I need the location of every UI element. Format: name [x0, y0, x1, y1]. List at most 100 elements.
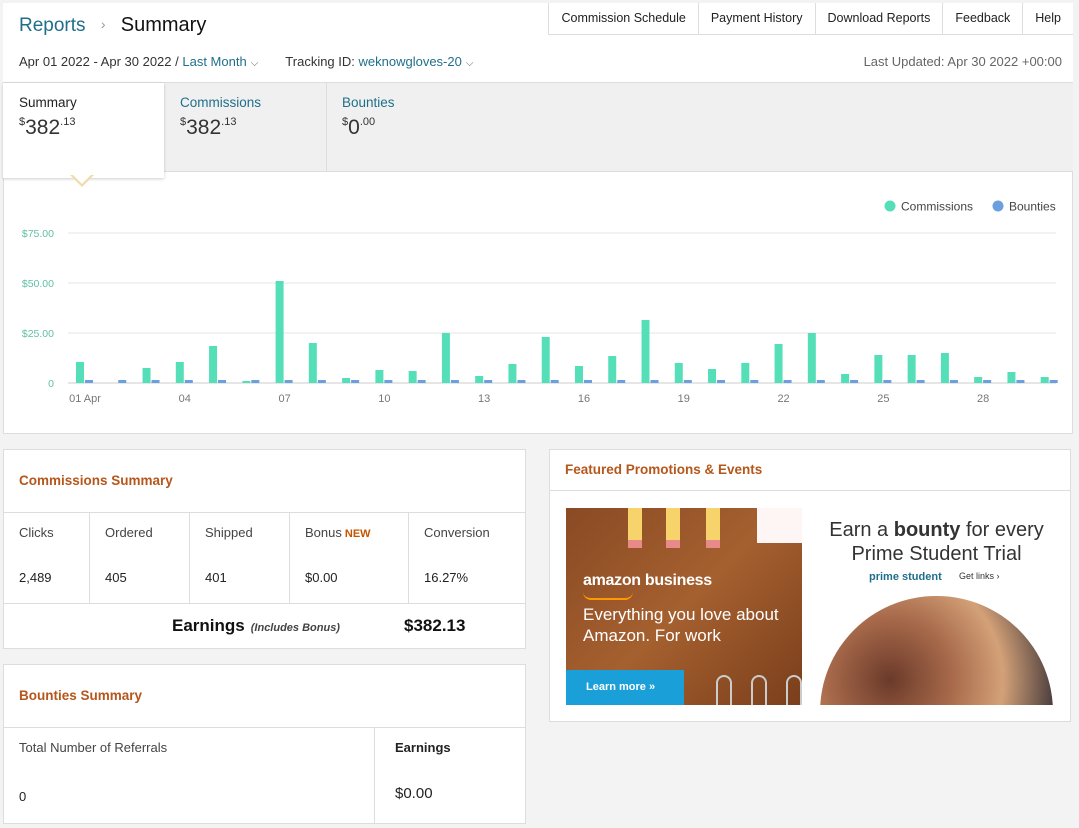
- nav-help[interactable]: Help: [1035, 11, 1061, 25]
- bounties-bar: [484, 380, 493, 383]
- metric-value: 405: [105, 570, 127, 585]
- tracking-id-value: weknowgloves-20: [358, 54, 462, 69]
- tracking-id-label: Tracking ID:: [285, 54, 355, 69]
- prime-student-banner[interactable]: Earn a bounty for every Prime Student Tr…: [818, 508, 1055, 705]
- bounties-bar: [317, 380, 326, 383]
- commissions-bar: [574, 366, 583, 383]
- commissions-bar: [441, 333, 450, 383]
- x-tick-label: 07: [278, 393, 290, 405]
- pencil-icon: [628, 508, 642, 548]
- bounties-summary-title: Bounties Summary: [4, 665, 525, 728]
- bounties-bar: [617, 380, 626, 383]
- amazon-business-logo: amazon business: [583, 572, 712, 589]
- y-tick-label: $25.00: [22, 328, 54, 340]
- tab-commissions-amount: $382.13: [180, 116, 237, 139]
- commissions-bar: [541, 337, 550, 383]
- nav-feedback[interactable]: Feedback: [943, 3, 1024, 34]
- x-tick-label: 22: [777, 393, 789, 405]
- x-tick-label: 01 Apr: [69, 393, 101, 405]
- commissions-summary-card: Commissions Summary Clicks 2,489 Ordered…: [3, 449, 526, 649]
- bounties-bar: [417, 380, 426, 383]
- nav-download-reports[interactable]: Download Reports: [816, 3, 944, 34]
- commissions-bar: [641, 320, 650, 383]
- commissions-bar: [175, 362, 184, 383]
- nav-payment-history[interactable]: Payment History: [699, 3, 816, 34]
- notebook-icon: [757, 508, 802, 543]
- bounties-bar: [450, 380, 459, 383]
- active-tab-caret-icon: [70, 174, 94, 187]
- bounties-bar: [218, 380, 227, 383]
- metric-label: Total Number of Referrals: [19, 740, 168, 755]
- commissions-bar: [242, 381, 251, 383]
- tab-commissions[interactable]: Commissions $382.13: [164, 83, 326, 173]
- get-links-link[interactable]: Get links ›: [959, 571, 1000, 581]
- metric-shipped: Shipped 401: [190, 513, 290, 603]
- learn-more-button[interactable]: Learn more »: [566, 670, 684, 705]
- commissions-metrics-row: Clicks 2,489 Ordered 405 Shipped 401 Bon…: [4, 513, 525, 603]
- amazon-business-banner[interactable]: amazon business Everything you love abou…: [566, 508, 802, 705]
- bounties-bar: [816, 380, 825, 383]
- metric-label: Clicks: [19, 525, 54, 540]
- metric-conversion: Conversion 16.27%: [409, 513, 525, 603]
- commissions-summary-title: Commissions Summary: [4, 450, 525, 513]
- metric-label: Earnings: [395, 740, 451, 755]
- metric-value: 401: [205, 570, 227, 585]
- metric-label: Conversion: [424, 525, 490, 540]
- commissions-bar: [774, 344, 783, 383]
- bounties-bar: [783, 380, 792, 383]
- breadcrumb-reports-link[interactable]: Reports: [19, 15, 86, 36]
- bounties-bar: [650, 380, 659, 383]
- last-updated: Last Updated: Apr 30 2022 +00:00: [863, 54, 1062, 69]
- paperclip-icon: [716, 675, 732, 705]
- tab-summary[interactable]: Summary $382.13: [3, 83, 164, 178]
- metric-label: Bonus NEW: [305, 525, 371, 540]
- bounties-bar: [184, 380, 193, 383]
- bounties-bar: [916, 380, 925, 383]
- bounties-summary-card: Bounties Summary Total Number of Referra…: [3, 664, 526, 824]
- commissions-bar: [408, 371, 417, 383]
- prime-student-title: Earn a bounty for every Prime Student Tr…: [829, 519, 1044, 565]
- commissions-bar: [308, 343, 317, 383]
- x-tick-label: 10: [378, 393, 390, 405]
- metric-value: 2,489: [19, 570, 52, 585]
- commissions-bar: [907, 355, 916, 383]
- metric-value: 0: [19, 789, 27, 804]
- commissions-bar: [708, 369, 717, 383]
- x-tick-label: 19: [678, 393, 690, 405]
- commissions-bar: [142, 368, 151, 383]
- bounties-bar: [251, 380, 260, 383]
- amazon-business-tagline: Everything you love about Amazon. For wo…: [583, 605, 779, 645]
- metric-value: $0.00: [305, 570, 338, 585]
- chevron-down-icon: ⌵: [250, 58, 259, 69]
- bounties-bar: [1016, 380, 1025, 383]
- metric-referrals: Total Number of Referrals 0: [4, 728, 375, 824]
- tab-bounties-amount: $0.00: [342, 116, 376, 139]
- earnings-label: Earnings (Includes Bonus): [172, 616, 340, 635]
- paperclip-icon: [786, 675, 802, 705]
- promotions-card: Featured Promotions & Events amazon busi…: [549, 449, 1071, 722]
- x-tick-label: 04: [179, 393, 191, 405]
- bounties-bar: [717, 380, 726, 383]
- y-tick-label: $50.00: [22, 278, 54, 290]
- bounties-bar: [850, 380, 859, 383]
- commissions-bar: [1040, 377, 1049, 383]
- tracking-id-dropdown[interactable]: weknowgloves-20 ⌵: [359, 54, 474, 69]
- bounties-bar: [118, 380, 127, 383]
- promotions-title: Featured Promotions & Events: [550, 450, 1070, 491]
- date-preset-dropdown[interactable]: Last Month ⌵: [182, 54, 258, 69]
- commissions-bar: [209, 346, 218, 383]
- bounties-bar: [384, 380, 393, 383]
- metric-bounty-earnings: Earnings $0.00: [375, 728, 525, 824]
- bounties-bar: [351, 380, 360, 383]
- bounties-bar: [683, 380, 692, 383]
- bounties-bar: [1049, 380, 1058, 383]
- commissions-bar: [76, 362, 84, 383]
- tab-bounties[interactable]: Bounties $0.00: [326, 83, 526, 173]
- nav-commission-schedule[interactable]: Commission Schedule: [549, 3, 699, 34]
- tab-bounties-label: Bounties: [342, 95, 395, 110]
- commissions-bar: [940, 353, 949, 383]
- commissions-bar: [608, 356, 617, 383]
- breadcrumb-separator-icon: ›: [100, 16, 106, 32]
- paperclip-icon: [751, 675, 767, 705]
- amazon-smile-icon: [583, 592, 633, 600]
